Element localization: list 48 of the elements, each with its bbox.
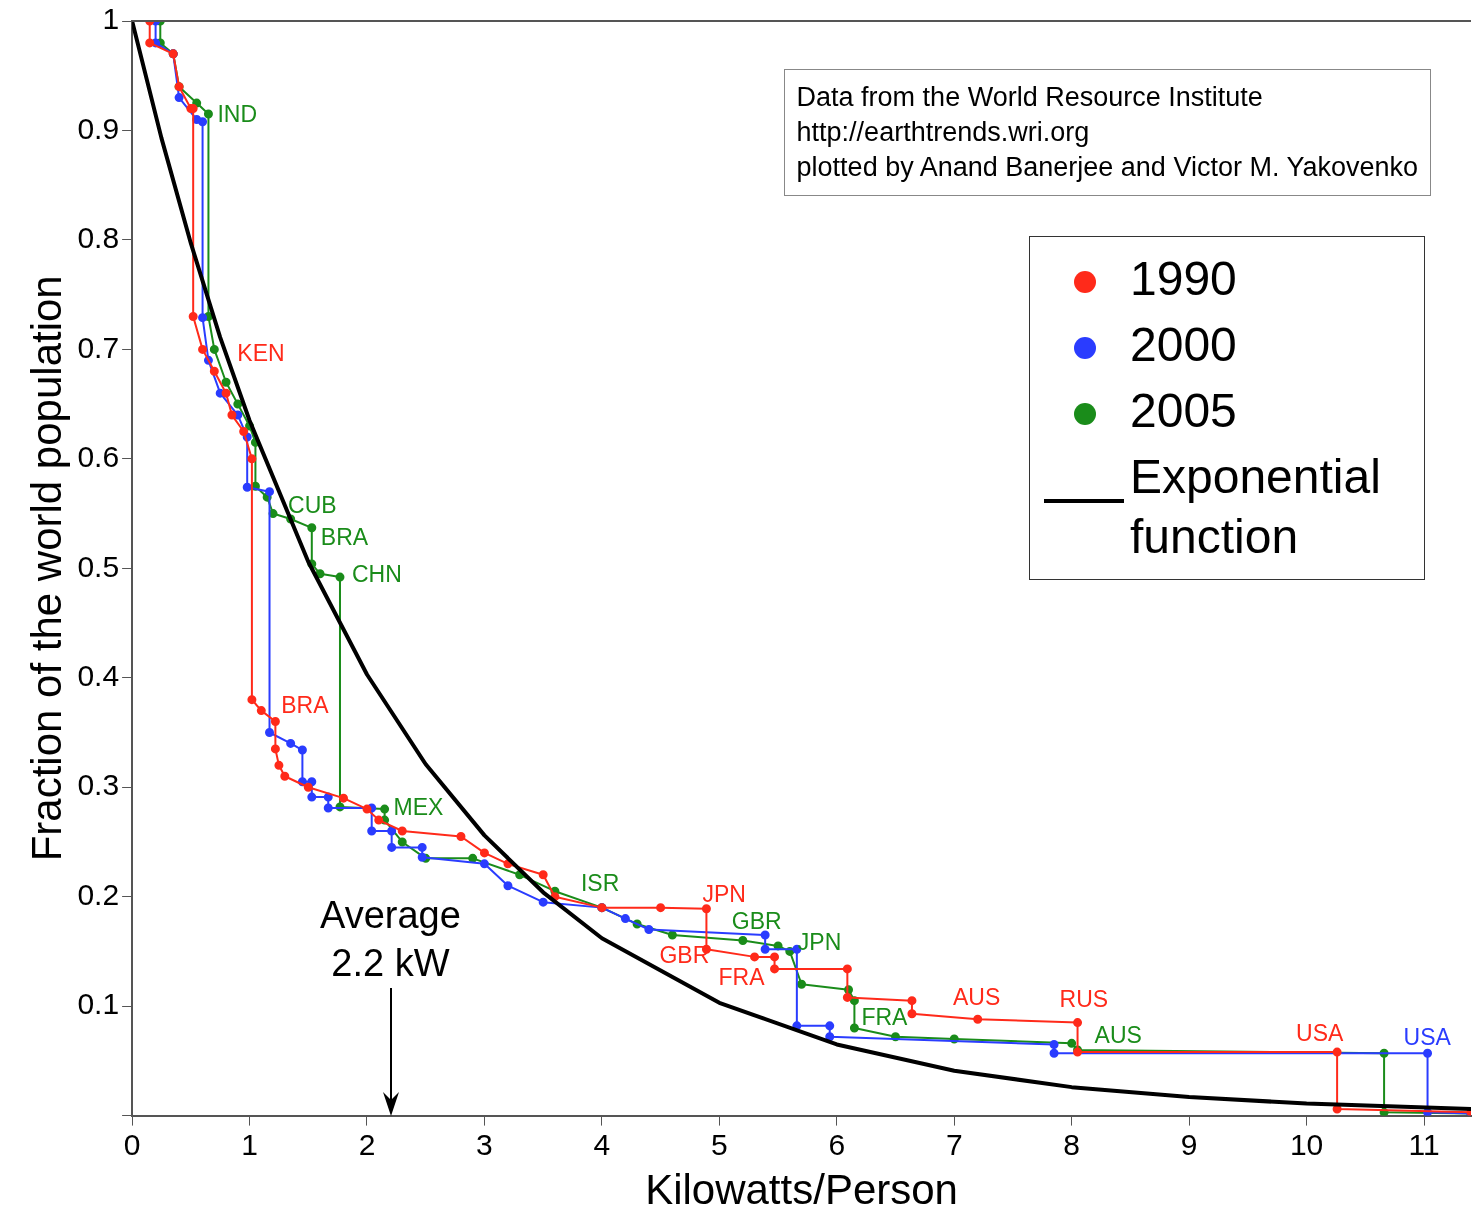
x-tick-label: 3 — [476, 1127, 493, 1161]
annotation: KEN — [237, 340, 285, 367]
annotation: FRA — [861, 1004, 908, 1031]
annotation: JPN — [702, 880, 746, 907]
x-tick-label: 9 — [1180, 1127, 1198, 1161]
annotation: GBR — [731, 908, 782, 935]
x-tick-label: 2 — [358, 1127, 376, 1161]
y-tick-label: 0.8 — [77, 221, 120, 255]
x-tick-label: 5 — [711, 1127, 728, 1161]
legend-label: 2000 — [1130, 317, 1238, 373]
annotation: AUS — [952, 983, 1001, 1010]
annotation: BRA — [320, 523, 369, 550]
annotation: Average 2.2 kW — [320, 892, 461, 986]
x-tick-label: 8 — [1063, 1127, 1081, 1161]
annotation: ISR — [580, 870, 620, 897]
x-tick-label: 4 — [593, 1127, 611, 1161]
x-tick-label: 6 — [828, 1127, 846, 1161]
x-tick-label: 11 — [1408, 1127, 1440, 1161]
y-tick-label: 0.9 — [77, 111, 120, 145]
annotation: MEX — [393, 794, 444, 821]
y-tick-label: 0.7 — [77, 330, 120, 364]
annotation: CHN — [351, 561, 402, 588]
y-tick-label: 0.1 — [77, 987, 120, 1021]
y-tick-label: 0.5 — [77, 549, 120, 583]
y-tick-label: 0.3 — [77, 768, 120, 802]
y-tick-label: 0.6 — [77, 440, 120, 474]
annotation: USA — [1296, 1020, 1344, 1047]
annotation: FRA — [718, 963, 765, 990]
x-tick-label: 1 — [241, 1127, 258, 1161]
annotation: USA — [1403, 1024, 1451, 1051]
y-tick-label: 1 — [102, 2, 120, 36]
y-tick-label: 0.2 — [77, 877, 120, 911]
annotation: BRA — [281, 691, 329, 718]
annotation: IND — [217, 101, 258, 128]
x-tick-label: 0 — [123, 1127, 141, 1161]
y-tick-label: 0.4 — [77, 659, 120, 693]
legend-label: 2005 — [1130, 383, 1238, 439]
legend-label: Exponential function — [1130, 449, 1382, 565]
x-tick-label: 10 — [1289, 1127, 1324, 1161]
annotation: JPN — [797, 929, 842, 956]
x-tick-label: 7 — [945, 1127, 963, 1161]
annotation: RUS — [1059, 985, 1109, 1012]
annotation: CUB — [288, 491, 337, 518]
y-axis-title: Fraction of the world population — [22, 275, 70, 862]
annotation: Data from the World Resource Institute http://earthtrends.wri.org plotted by Anand Banerjee and Victor M. Yakovenko — [783, 69, 1431, 196]
legend-label: 1990 — [1130, 251, 1238, 307]
annotation: AUS — [1094, 1021, 1142, 1048]
x-axis-title: Kilowatts/Person — [645, 1166, 958, 1214]
